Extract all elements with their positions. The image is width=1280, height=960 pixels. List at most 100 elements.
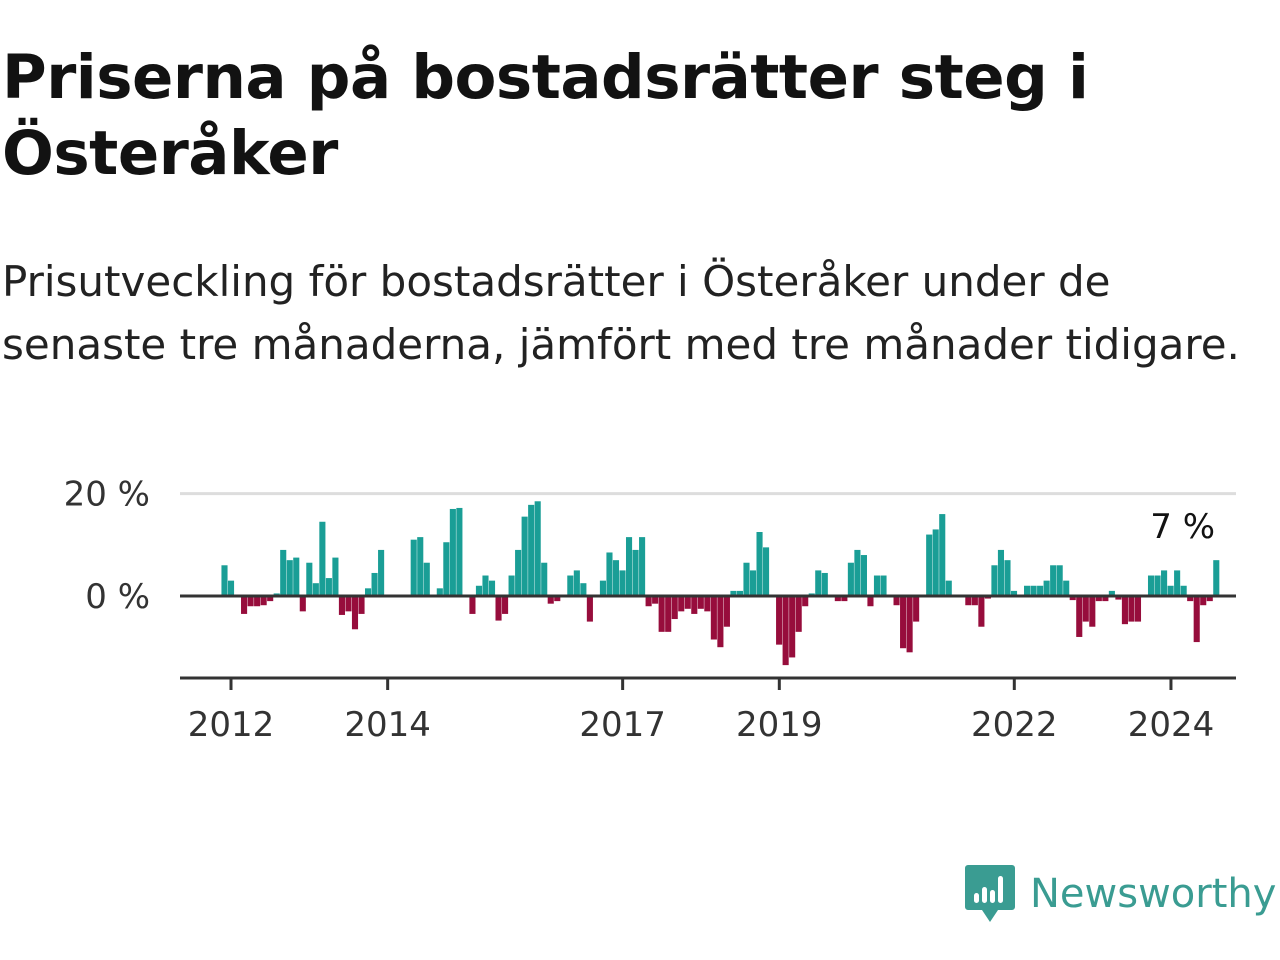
x-tick-label: 2017 (579, 705, 666, 745)
bar (834, 596, 841, 602)
bar (319, 521, 326, 596)
bar (1030, 585, 1037, 596)
bar (717, 596, 724, 648)
bar (345, 596, 352, 612)
bar (860, 555, 867, 596)
brand-logo[interactable]: Newsworthy (964, 862, 1276, 926)
bar (423, 562, 430, 596)
bar (1180, 585, 1187, 596)
bar (606, 552, 613, 596)
bar (1134, 596, 1142, 622)
bar-chart: 0 % 20 % 2012 2014 2017 2019 2022 2024 7 % (64, 475, 1236, 745)
bar-chart-logo-icon (965, 865, 1015, 922)
chart-subtitle: Prisutveckling för bostadsrätter i Öster… (2, 257, 1240, 369)
bar (1187, 596, 1194, 602)
bar (260, 596, 267, 606)
y-tick-label: 20 % (64, 475, 150, 515)
bar (1161, 570, 1168, 596)
bar (254, 596, 261, 607)
bar (997, 549, 1005, 596)
bar (939, 514, 946, 596)
bar (378, 549, 385, 596)
bar (267, 596, 274, 602)
bar (1213, 560, 1220, 596)
bar (534, 501, 541, 596)
bar (1069, 596, 1076, 601)
end-value-label: 7 % (1150, 507, 1215, 547)
bar (945, 580, 952, 596)
bar (1167, 585, 1174, 596)
bar (1043, 580, 1050, 596)
x-tick-label: 2022 (971, 705, 1058, 745)
bar (482, 575, 489, 596)
bar (900, 596, 907, 649)
bar (1089, 596, 1096, 627)
bar (730, 590, 737, 596)
bar (684, 596, 691, 609)
bar (325, 578, 332, 596)
bar (502, 596, 509, 614)
bar (763, 547, 770, 596)
bar (906, 596, 913, 653)
bar (475, 585, 483, 596)
bar (443, 542, 450, 596)
bar (645, 596, 652, 607)
bar (567, 575, 574, 596)
bar (665, 596, 672, 632)
bar (547, 596, 554, 604)
bar (312, 583, 319, 596)
bar (723, 596, 730, 627)
bar (971, 596, 978, 606)
bar (880, 575, 887, 596)
bar (1037, 585, 1044, 596)
bar (332, 557, 339, 596)
bar (1102, 596, 1109, 602)
y-tick-label: 0 % (85, 577, 150, 617)
bar (417, 537, 424, 596)
bars-layer (221, 501, 1220, 666)
bar (821, 572, 828, 596)
bar (691, 596, 698, 614)
bar (612, 560, 620, 596)
bar (795, 596, 802, 632)
bar (1063, 580, 1070, 596)
bar (338, 596, 345, 615)
bar (841, 596, 848, 602)
bar (913, 596, 920, 622)
bar (978, 596, 985, 627)
x-tick-label: 2012 (188, 705, 275, 745)
bar (658, 596, 665, 632)
bar (756, 532, 763, 596)
bar (932, 529, 939, 596)
bar (227, 580, 235, 596)
bar (247, 596, 254, 607)
bar (1108, 590, 1115, 596)
bar (873, 575, 881, 596)
bar (1115, 596, 1122, 600)
bar (306, 562, 313, 596)
bar (815, 570, 822, 596)
bar (1147, 575, 1155, 596)
bar (1056, 565, 1063, 596)
bar (743, 562, 750, 596)
bar (1174, 570, 1181, 596)
x-tick-label: 2014 (344, 705, 431, 745)
bar (580, 583, 587, 596)
bar (782, 596, 789, 666)
bar (671, 596, 678, 620)
bar (749, 570, 757, 596)
bar (280, 549, 287, 596)
bar (1095, 596, 1102, 602)
bar (1024, 585, 1031, 596)
bar (619, 570, 626, 596)
bar (926, 534, 933, 596)
bar (965, 596, 972, 606)
bar (710, 596, 717, 640)
bar (867, 596, 874, 607)
bar (632, 549, 639, 596)
bar (221, 565, 228, 596)
bar (1010, 590, 1018, 596)
bar (678, 596, 685, 612)
bar (1076, 596, 1083, 637)
bar (652, 596, 659, 604)
